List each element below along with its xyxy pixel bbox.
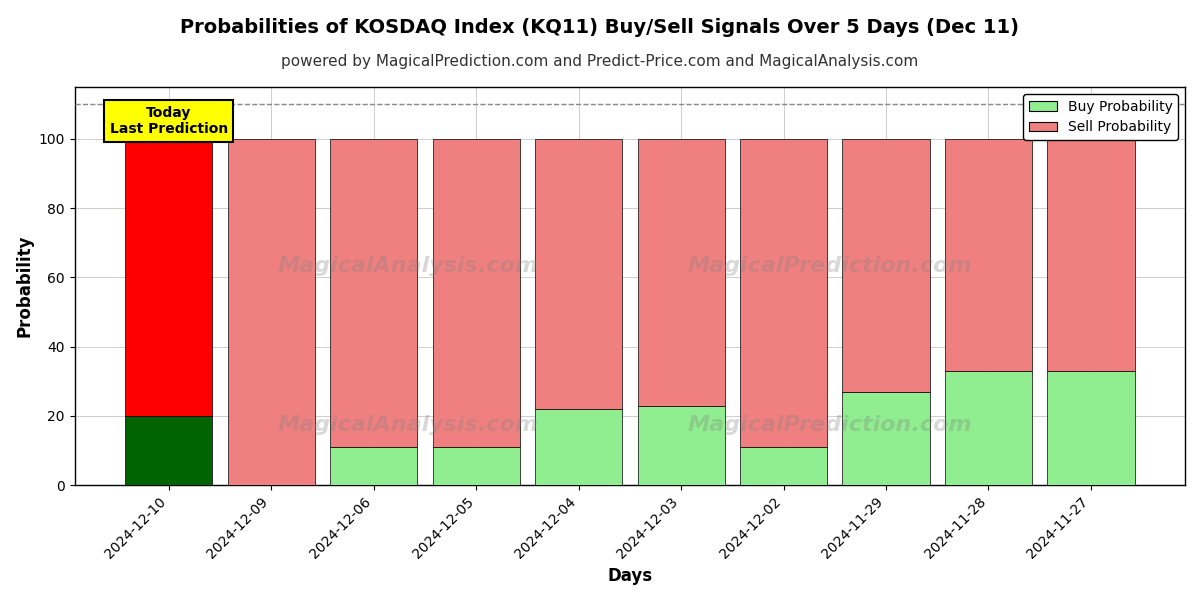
Y-axis label: Probability: Probability	[16, 235, 34, 337]
Bar	[330, 447, 418, 485]
Bar	[432, 139, 520, 447]
Text: powered by MagicalPrediction.com and Predict-Price.com and MagicalAnalysis.com: powered by MagicalPrediction.com and Pre…	[281, 54, 919, 69]
Legend: Buy Probability, Sell Probability: Buy Probability, Sell Probability	[1024, 94, 1178, 140]
Text: Probabilities of KOSDAQ Index (KQ11) Buy/Sell Signals Over 5 Days (Dec 11): Probabilities of KOSDAQ Index (KQ11) Buy…	[180, 18, 1020, 37]
Bar	[330, 139, 418, 447]
Bar	[740, 139, 827, 447]
Bar	[125, 139, 212, 416]
Bar	[842, 392, 930, 485]
Text: MagicalPrediction.com: MagicalPrediction.com	[688, 256, 972, 276]
Bar	[535, 409, 622, 485]
Bar	[1048, 371, 1134, 485]
Bar	[637, 139, 725, 406]
Bar	[228, 139, 314, 485]
Text: Today
Last Prediction: Today Last Prediction	[109, 106, 228, 136]
Bar	[535, 139, 622, 409]
Text: MagicalAnalysis.com: MagicalAnalysis.com	[277, 415, 539, 436]
Bar	[740, 447, 827, 485]
Text: MagicalPrediction.com: MagicalPrediction.com	[688, 415, 972, 436]
Bar	[842, 139, 930, 392]
Bar	[637, 406, 725, 485]
Bar	[432, 447, 520, 485]
Text: MagicalAnalysis.com: MagicalAnalysis.com	[277, 256, 539, 276]
Bar	[944, 371, 1032, 485]
Bar	[125, 416, 212, 485]
X-axis label: Days: Days	[607, 567, 653, 585]
Bar	[944, 139, 1032, 371]
Bar	[1048, 139, 1134, 371]
